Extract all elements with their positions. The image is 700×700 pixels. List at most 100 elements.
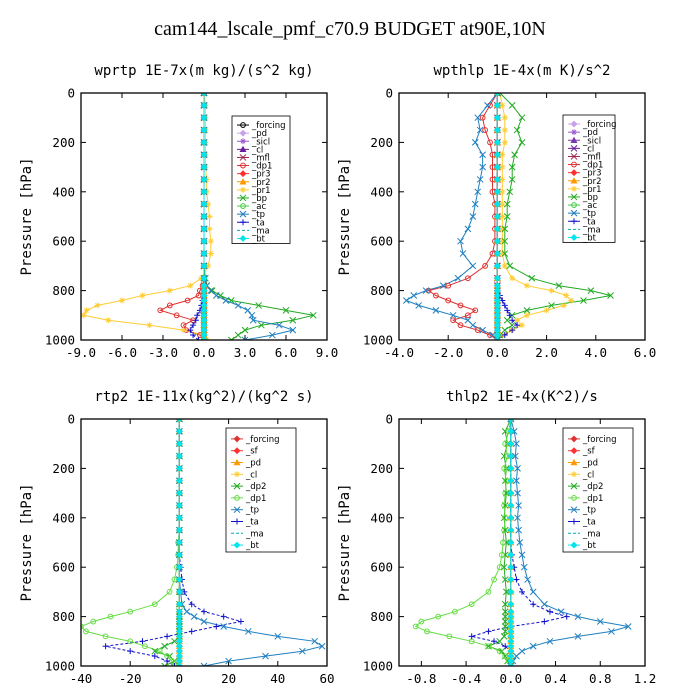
legend-label: _cl [582,144,594,154]
data-point-tp [469,213,477,220]
data-point-dp1 [452,608,458,615]
data-point-tp [248,311,256,319]
legend-label: _tp [245,506,259,516]
legend: _forcing _sf _pd_cl _dp2 _dp1 _tp _ta_ma _bt [562,427,634,553]
legend-label: _bp [582,193,598,203]
y-tick-label: 1000 [45,333,75,348]
data-point-ta [127,648,134,655]
chart-panel-3: rtp2 1E-11x(kg^2)/(kg^2 s) Pressure [hPa]… [19,389,335,686]
x-tick-label: 0.0 [193,345,216,360]
data-point-tp [474,114,482,122]
data-point-tp [464,225,472,233]
data-point-tp [476,126,484,134]
data-point-tp [439,282,447,290]
data-point-tp [520,563,528,571]
data-point-tp [410,292,418,299]
legend-marker [240,138,246,145]
data-point-tp [220,623,228,630]
data-point-ta [188,601,195,608]
data-point-bp [518,139,526,146]
legend-marker [234,471,240,478]
plot-frame [80,92,328,341]
data-point-bt [507,477,515,485]
data-point-tp [494,93,501,97]
legend-label: _pr3 [582,169,602,179]
data-point-pr1 [206,213,213,220]
data-point-tp [574,613,582,620]
legend-label: _bp [251,194,267,204]
x-tick-label: -4.0 [384,345,414,360]
data-point-bt [200,126,208,134]
data-point-tp [514,465,521,472]
legend: _forcing_pd_sicl_cl_mfl_dp1_pr3_pr2_pr1_… [562,114,617,243]
y-tick-label: 800 [370,609,393,624]
series-line-pr1 [82,93,212,340]
legend-marker [239,178,247,185]
y-tick-label: 600 [52,560,75,575]
chart-title: wprtp 1E-7x(m kg)/(s^2 kg) [94,63,313,79]
data-point-bp [508,163,516,171]
legend-label: _ma [582,529,601,539]
data-point-dp1 [424,628,430,635]
data-point-pr1 [501,262,508,269]
data-point-bp [555,282,563,290]
data-point-ta [502,643,509,650]
legend-marker [570,234,578,241]
data-point-dp2 [151,647,159,655]
y-tick-label: 200 [370,461,393,476]
data-point-bt [493,225,501,233]
legend-marker [571,471,577,478]
data-point-pr1 [509,275,516,282]
data-point-tp [244,628,252,635]
legend-marker [570,144,578,152]
y-tick-label: 800 [52,283,75,298]
data-point-dp1 [83,628,89,635]
legend-label: _pd [582,459,598,469]
chart-panel-2: wpthlp 1E-4x(m K)/s^2 Pressure [hPa] -4.0 -… [337,63,656,360]
data-point-tp [513,652,520,660]
data-point-bt [175,477,183,485]
data-point-tp [422,287,430,294]
data-point-bt [507,464,515,472]
data-point-dp1 [496,564,503,571]
data-point-bt [493,138,501,146]
data-point-bp [528,274,536,282]
y-tick-label: 200 [52,461,75,476]
data-point-bt [175,662,183,666]
data-point-bp [607,292,614,299]
data-point-bp [513,126,521,134]
data-point-dp1 [468,601,475,608]
data-point-dp2 [501,600,509,608]
legend-marker [240,122,246,128]
data-point-pr1 [207,250,214,257]
data-point-pr1 [119,297,125,304]
data-point-bt [175,419,183,423]
legend: _forcing_pd_sicl_cl_mfl_dp1_pr3_pr2_pr1_… [231,115,291,244]
data-point-tp [546,637,554,645]
data-point-pr1 [206,225,213,232]
data-point-pr1 [139,292,146,299]
data-point-tp [234,302,242,309]
data-point-pr1 [514,317,521,324]
data-point-tp [176,419,183,423]
legend-label: _ma [251,226,270,236]
data-point-dp2 [502,588,510,596]
legend-marker [570,177,578,184]
legend-marker [571,518,577,525]
data-point-bt [507,576,515,583]
x-tick-label: -0.8 [406,671,436,686]
series-group [412,419,632,666]
data-point-bt [507,600,515,608]
data-point-tp [515,502,522,509]
data-point-pr1 [499,213,506,220]
y-tick-label: 400 [52,510,75,525]
data-point-ta [171,663,178,666]
data-point-dp1 [474,327,481,334]
y-tick-label: 0 [385,86,393,101]
legend-marker [233,506,241,514]
data-point-bt [200,250,208,257]
data-point-ta [139,638,146,645]
data-point-tp [403,297,410,304]
legend-label: _pr3 [251,170,271,180]
legend-marker [571,495,577,501]
